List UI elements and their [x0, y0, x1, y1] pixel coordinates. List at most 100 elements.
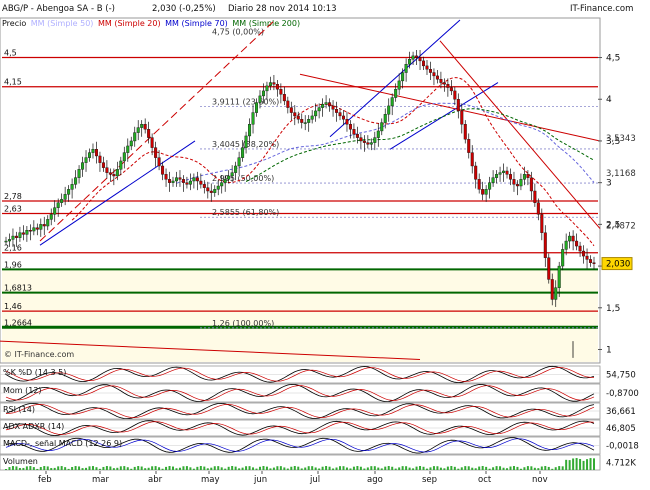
indicator-signal-line [5, 421, 595, 435]
volume-bar [398, 467, 401, 470]
candle-body [108, 172, 112, 175]
volume-bar [540, 466, 543, 470]
volume-bar [579, 458, 582, 470]
candle-body [366, 142, 370, 145]
volume-bar [366, 467, 369, 470]
volume-bar [370, 466, 373, 470]
volume-bar [60, 466, 63, 470]
candle-body [293, 112, 297, 117]
indicator-label: ADX ADXR (14) [3, 422, 64, 431]
candle-body [449, 87, 453, 92]
candle-body [272, 82, 276, 85]
volume-bar [241, 467, 244, 470]
legend-sma20: MM (Simple 20) [97, 19, 161, 28]
candle-body [296, 115, 300, 120]
watermark: © IT-Finance.com [4, 350, 75, 359]
y-tick-label: 2,5 [606, 220, 620, 230]
level-label: 2,78 [4, 192, 22, 201]
volume-bar [220, 467, 223, 470]
x-tick-label: feb [38, 475, 52, 485]
candle-body [411, 55, 415, 60]
volume-bar [98, 468, 101, 470]
indicator-line [5, 437, 595, 454]
candle-body [481, 189, 485, 195]
candle-body [195, 177, 199, 182]
x-tick-label: oct [478, 475, 492, 485]
volume-bar [408, 467, 411, 470]
volume-bar [318, 468, 321, 470]
indicator-panel-frame [0, 454, 601, 471]
candle-body [435, 75, 439, 80]
candle-body [529, 177, 533, 192]
indicator-value: 4.712K [606, 459, 636, 469]
candle-body [394, 89, 398, 98]
volume-bar [130, 468, 133, 470]
volume-bar [363, 468, 366, 470]
volume-bar [245, 466, 248, 470]
volume-bar [321, 466, 324, 470]
volume-bar [307, 466, 310, 470]
candle-body [467, 139, 471, 153]
volume-bar [450, 466, 453, 470]
y-tick-label: 1 [606, 345, 612, 355]
volume-bar [238, 468, 241, 470]
volume-bar [387, 466, 390, 470]
price-legend: Precio MM (Simple 50) MM (Simple 20) MM … [2, 19, 302, 31]
candle-body [28, 230, 32, 232]
volume-bar [436, 466, 439, 470]
candle-body [512, 179, 516, 185]
volume-bar [492, 467, 495, 470]
volume-bar [213, 466, 216, 470]
candle-body [310, 115, 314, 120]
candle-body [18, 232, 22, 238]
volume-bar [252, 467, 255, 470]
volume-bar [554, 467, 557, 470]
right-value-label: 3,5343 [606, 134, 636, 144]
candle-body [261, 90, 265, 97]
volume-bar [342, 466, 345, 470]
volume-bar [137, 466, 140, 470]
volume-bar [144, 468, 147, 470]
candle-body [174, 177, 178, 182]
candle-body [491, 177, 495, 183]
candle-body [220, 182, 224, 187]
indicator-line [5, 402, 595, 420]
candle-body [150, 137, 154, 148]
volume-bar [192, 468, 195, 470]
candle-body [42, 224, 46, 227]
indicator-label: %K %D (14 3 5) [3, 368, 66, 377]
candle-body [547, 257, 551, 280]
candle-body [126, 145, 130, 153]
volume-bar [506, 468, 509, 470]
candle-body [223, 179, 227, 183]
candle-body [422, 60, 426, 67]
volume-bar [234, 466, 237, 470]
volume-bar [217, 466, 220, 470]
volume-bar [276, 466, 279, 470]
level-label: 1,46 [4, 302, 22, 311]
candle-body [571, 235, 575, 242]
candle-body [241, 147, 245, 158]
volume-bar [412, 468, 415, 470]
volume-bar [206, 468, 209, 470]
volume-bar [172, 466, 175, 470]
candle-body [369, 142, 373, 145]
candle-body [115, 169, 119, 177]
volume-bar [154, 466, 157, 470]
volume-bar [123, 466, 126, 470]
volume-bar [519, 468, 522, 470]
volume-bar [119, 466, 122, 470]
volume-bar [279, 466, 282, 470]
candle-body [154, 147, 158, 158]
volume-bar [88, 466, 91, 470]
candle-body [341, 115, 345, 120]
volume-bar [530, 466, 533, 470]
candle-body [362, 140, 366, 143]
candle-body [328, 102, 332, 107]
candle-body [404, 64, 408, 73]
volume-bar [11, 466, 14, 470]
volume-bar [401, 466, 404, 470]
volume-bar [85, 467, 88, 470]
volume-bar [25, 466, 28, 470]
indicator-label: MACD-, señal MACD (12 26 9) [3, 439, 122, 448]
